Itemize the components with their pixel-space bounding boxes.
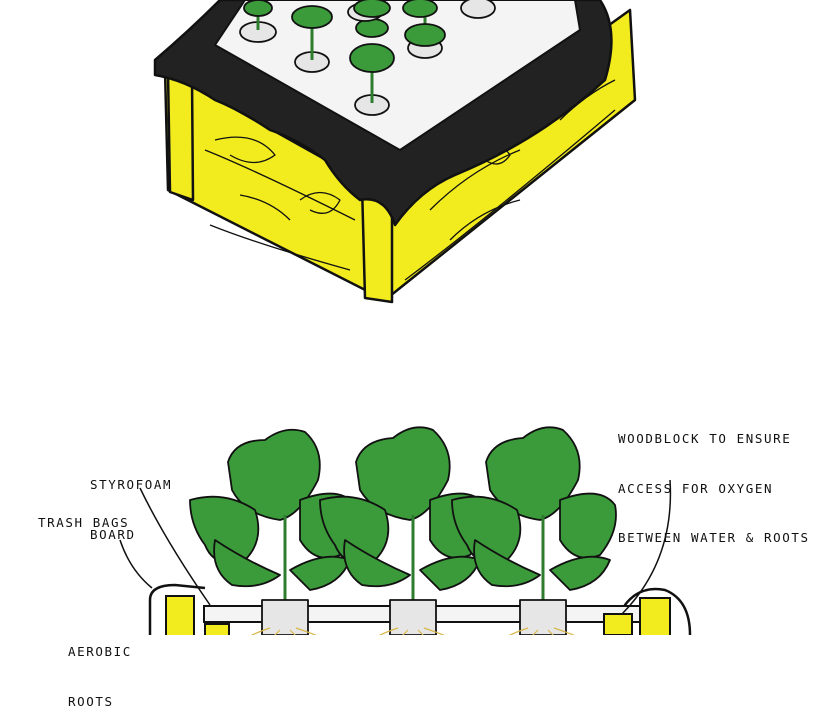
- woodblock-left: [204, 623, 230, 635]
- top-pot: [460, 0, 496, 19]
- trash-bag-wrap: [148, 583, 206, 635]
- label-line: BOARD: [90, 526, 136, 542]
- styrofoam-leader: [139, 487, 211, 606]
- left-wood-post: [165, 595, 195, 635]
- roots: [250, 627, 318, 635]
- woodblock-leader: [621, 479, 672, 615]
- top-pot: [291, 5, 333, 73]
- trash-bag-wrap-right: [623, 587, 692, 635]
- right-wood-post: [639, 597, 671, 635]
- label-woodblock: WOODBLOCK TO ENSURE ACCESS FOR OXYGEN BE…: [618, 398, 810, 563]
- top-pot: [239, 0, 277, 43]
- woodblock: [603, 613, 633, 635]
- label-line: BETWEEN WATER & ROOTS: [618, 530, 810, 545]
- section-plant-3: [451, 426, 617, 635]
- label-line: AEROBIC: [68, 644, 132, 659]
- raised-bed-illustration: [119, 0, 692, 635]
- label-trash-bags: TRASH BAGS: [38, 515, 130, 530]
- section-plants: [189, 426, 617, 635]
- label-aerobic-roots: AEROBIC ROOTS: [68, 611, 132, 727]
- top-pot: [402, 0, 446, 59]
- roots: [378, 627, 446, 635]
- label-line: ACCESS FOR OXYGEN: [618, 480, 774, 496]
- top-pot: [347, 0, 391, 22]
- leader-lines: [119, 479, 672, 615]
- trash-bags-leader: [119, 539, 153, 589]
- label-styrofoam-board: STYROFOAM BOARD: [90, 444, 172, 560]
- top-plant-pots: [239, 0, 496, 116]
- label-line: WOODBLOCK TO ENSURE: [618, 431, 792, 446]
- label-line: STYROFOAM: [90, 477, 173, 492]
- roots: [508, 627, 576, 635]
- bed-left-post: [166, 70, 195, 202]
- raised-bed-top-view: [153, 0, 637, 304]
- top-pot: [349, 18, 395, 116]
- bed-styrofoam-board: [214, 0, 581, 151]
- section-plant-2: [319, 426, 487, 635]
- label-line: ROOTS: [68, 693, 114, 709]
